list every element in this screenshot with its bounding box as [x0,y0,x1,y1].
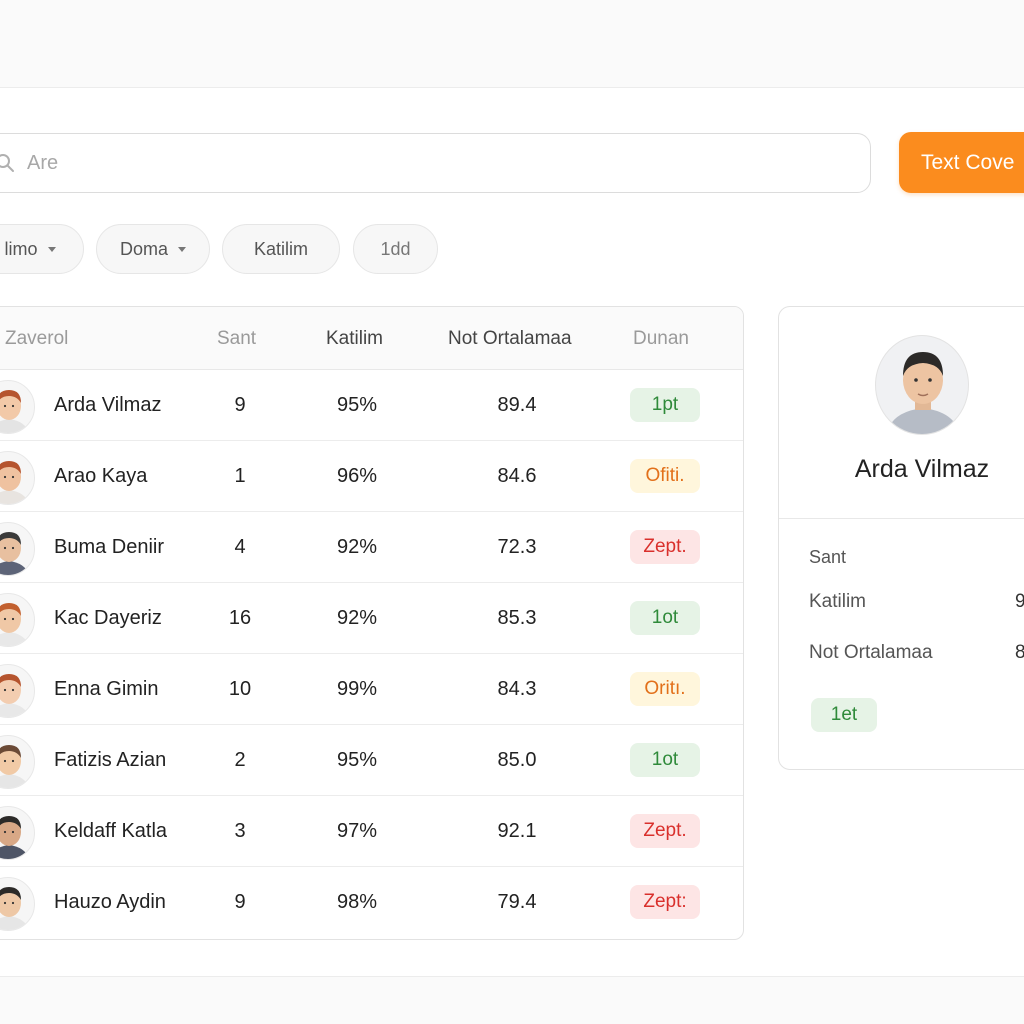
avatar [0,806,35,860]
column-header-durum[interactable]: Dunan [633,327,689,349]
sant-value: 9 [234,393,246,416]
table-header: Zaverol Sant Katilim Not Ortalamaa Dunan [0,307,743,370]
avatar [0,664,35,718]
status-badge: 1pt [630,388,700,422]
sant-value: 1 [234,464,246,487]
filter-chip-4[interactable]: 1dd [353,224,438,274]
student-name: Enna Gimin [54,677,159,700]
search-input[interactable] [27,151,727,175]
avatar [0,593,35,647]
table-row[interactable]: Arda Vilmaz 9 95% 89.4 1pt [0,370,743,441]
search-icon [0,151,17,175]
status-badge: Zept: [630,885,700,919]
katilim-value: 95% [336,393,378,416]
table-row[interactable]: Buma Deniir 4 92% 72.3 Zept. [0,512,743,583]
avatar [875,335,969,435]
profile-label-not-ortalamasi: Not Ortalamaa [809,642,933,663]
profile-name: Arda Vilmaz [854,455,990,483]
student-name: Buma Deniir [54,535,165,558]
student-name: Kac Dayeriz [54,606,162,629]
filter-chip-label: limo [4,238,38,259]
status-badge: 1ot [630,743,700,777]
sant-value: 10 [228,677,252,700]
not-ortalamasi-value: 85.0 [497,748,537,771]
profile-label-sant: Sant [809,547,847,567]
filter-chip-label: Katilim [253,238,308,259]
status-badge: Oritı. [630,672,700,706]
sant-value: 2 [234,748,246,771]
student-name: Hauzo Aydin [54,890,166,913]
primary-action-button[interactable]: Text Cove [899,132,1024,193]
not-ortalamasi-value: 84.6 [497,464,537,487]
table-row[interactable]: Hauzo Aydin 9 98% 79.4 Zept: [0,867,743,938]
search-bar[interactable] [0,133,871,193]
divider [779,518,1024,519]
column-header-not-ortalamasi[interactable]: Not Ortalamaa [448,327,572,349]
student-name: Arda Vilmaz [54,393,162,416]
avatar [0,380,35,434]
column-header-katilim[interactable]: Katilim [326,327,384,349]
status-badge: Ofiti. [630,459,700,493]
avatar [0,877,35,931]
filter-chip-label: 1dd [380,238,411,259]
filter-chip-label: Doma [119,238,168,259]
column-header-sant[interactable]: Sant [217,327,257,349]
sant-value: 3 [234,819,246,842]
not-ortalamasi-value: 85.3 [497,606,537,629]
avatar [0,522,35,576]
top-bar [0,0,1024,88]
sant-value: 4 [234,535,246,558]
footer-bar [0,976,1024,1024]
profile-value-katilim: 9 [1015,591,1024,613]
katilim-value: 92% [336,535,378,558]
student-name: Arao Kaya [54,464,148,487]
profile-value-not-ortalamasi: 8 [1015,642,1024,664]
students-table: Zaverol Sant Katilim Not Ortalamaa Dunan… [0,306,744,940]
sant-value: 16 [228,606,252,629]
profile-label-katilim: Katilim [809,591,867,612]
katilim-value: 96% [336,464,378,487]
filter-chip-1[interactable]: limo [0,224,84,274]
katilim-value: 99% [336,677,378,700]
student-name: Keldaff Katla [54,819,168,842]
status-badge: 1ot [630,601,700,635]
table-row[interactable]: Enna Gimin 10 99% 84.3 Oritı. [0,654,743,725]
not-ortalamasi-value: 92.1 [497,819,537,842]
not-ortalamasi-value: 89.4 [497,393,537,416]
katilim-value: 95% [336,748,378,771]
column-header-name[interactable]: Zaverol [5,327,69,349]
profile-card: Arda Vilmaz Sant Katilim 9 Not Ortalamaa… [778,306,1024,770]
chevron-down-icon [47,246,56,252]
katilim-value: 98% [336,890,378,913]
not-ortalamasi-value: 72.3 [497,535,537,558]
status-badge: Zept. [630,530,700,564]
katilim-value: 97% [336,819,378,842]
table-row[interactable]: Arao Kaya 1 96% 84.6 Ofiti. [0,441,743,512]
katilim-value: 92% [336,606,378,629]
student-name: Fatizis Azian [54,748,167,771]
not-ortalamasi-value: 79.4 [497,890,537,913]
table-row[interactable]: Fatizis Azian 2 95% 85.0 1ot [0,725,743,796]
status-badge: 1et [811,698,877,732]
table-row[interactable]: Kac Dayeriz 16 92% 85.3 1ot [0,583,743,654]
chevron-down-icon [178,246,186,252]
sant-value: 9 [234,890,246,913]
avatar [0,735,35,789]
avatar [0,451,35,505]
not-ortalamasi-value: 84.3 [497,677,537,700]
filter-chip-2[interactable]: Doma [96,224,210,274]
status-badge: Zept. [630,814,700,848]
filter-chip-3[interactable]: Katilim [222,224,340,274]
table-row[interactable]: Keldaff Katla 3 97% 92.1 Zept. [0,796,743,867]
